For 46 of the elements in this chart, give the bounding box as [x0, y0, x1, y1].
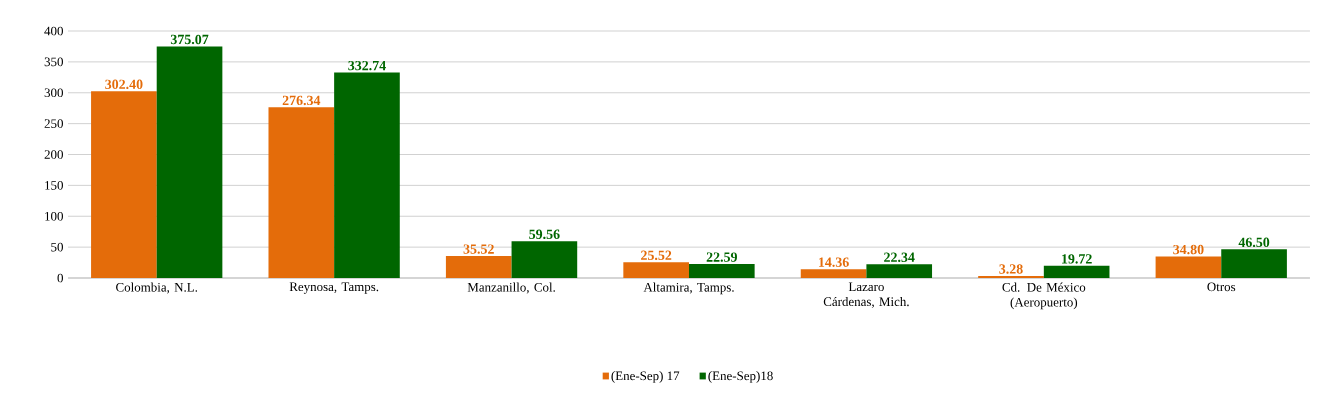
bar — [268, 107, 335, 278]
data-label: 46.50 — [1238, 237, 1270, 248]
bar — [511, 241, 578, 278]
data-label: 19.72 — [1062, 254, 1092, 264]
data-label: 3.28 — [999, 264, 1023, 274]
data-label: 375.07 — [170, 34, 209, 45]
y-tick-label: 400 — [44, 26, 63, 36]
x-tick-label: Manzanillo, Col. — [467, 282, 555, 294]
y-tick-label: 200 — [44, 150, 63, 159]
x-tick-label: Colombia, N.L. — [116, 282, 198, 294]
y-tick-label: 150 — [45, 181, 63, 190]
y-tick-label: 0 — [57, 273, 63, 283]
bar — [688, 264, 755, 278]
data-label: 34.80 — [1173, 244, 1204, 255]
y-tick-label: 250 — [44, 119, 63, 128]
bar — [91, 91, 157, 278]
x-tick-label: Altamira, Tamps. — [643, 282, 734, 295]
bar — [800, 269, 867, 278]
y-tick-label: 350 — [44, 57, 63, 67]
bar — [978, 275, 1044, 278]
data-label: 22.59 — [706, 252, 737, 262]
data-label: 276.34 — [282, 95, 321, 106]
data-label: 59.56 — [529, 229, 560, 240]
bar — [1043, 265, 1110, 278]
legend-label: (Ene-Sep)18 — [708, 371, 773, 383]
data-label: 302.40 — [105, 79, 143, 90]
data-label: 22.34 — [884, 252, 915, 263]
y-tick-label: 50 — [51, 242, 63, 252]
x-tick-label: Otros — [1207, 282, 1236, 292]
bar — [445, 256, 512, 278]
bar — [1155, 256, 1222, 278]
bar — [1221, 249, 1287, 278]
x-tick-label: Lazaro Cárdenas, Mich. — [823, 282, 909, 308]
bar — [866, 264, 933, 278]
bar — [623, 262, 689, 278]
bar — [156, 46, 223, 278]
bar — [334, 72, 400, 278]
data-label: 332.74 — [348, 60, 386, 71]
data-label: 35.52 — [463, 244, 494, 254]
y-tick-label: 300 — [44, 88, 63, 98]
x-tick-label: Cd. De México (Aeropuerto) — [1002, 282, 1086, 310]
x-tick-label: Reynosa, Tamps. — [289, 282, 379, 294]
y-tick-label: 100 — [45, 211, 63, 221]
data-label: 14.36 — [819, 257, 849, 267]
data-label: 25.52 — [641, 250, 672, 261]
legend-label: (Ene-Sep) 17 — [611, 371, 680, 383]
